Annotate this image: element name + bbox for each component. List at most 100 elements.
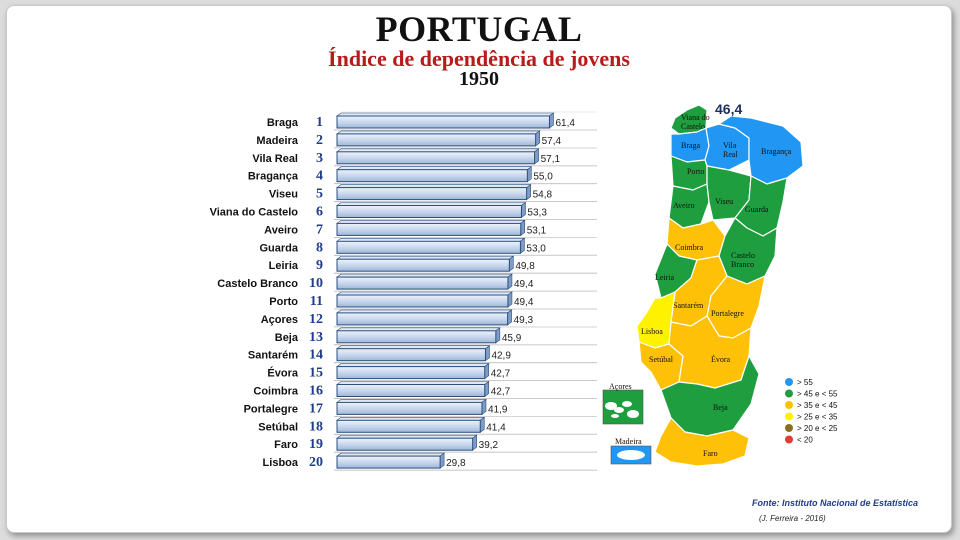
bar-beja — [336, 330, 497, 344]
value-label: 49,8 — [515, 261, 535, 272]
rank-label: 18 — [309, 419, 323, 434]
category-label: Setúbal — [258, 421, 298, 433]
region-label: Castelo — [731, 251, 755, 260]
bar-açores — [336, 312, 509, 326]
rank-label: 20 — [309, 455, 323, 470]
category-label: Lisboa — [263, 457, 299, 469]
region-label: Beja — [713, 403, 728, 412]
bar-leiria — [336, 258, 510, 272]
bar-santarém — [336, 348, 486, 362]
source-note: Fonte: Instituto Nacional de Estatística — [752, 498, 919, 508]
category-label: Aveiro — [264, 224, 298, 236]
azores-label: Açores — [609, 382, 632, 391]
bar-braga — [336, 115, 550, 129]
legend-swatch — [785, 424, 793, 432]
legend-label: > 20 e < 25 — [797, 424, 838, 433]
rank-label: 8 — [316, 240, 323, 255]
region-label: Viseu — [715, 197, 733, 206]
bar-viseu — [336, 187, 528, 201]
bar-chart: 61,4 Braga 1 57,4 Madeira 2 57,1 Vila Real 3 55,0… — [210, 111, 597, 471]
page-title: PORTUGAL — [375, 9, 583, 49]
island-shape — [605, 402, 617, 410]
category-label: Viana do Castelo — [210, 207, 299, 219]
region-faro — [654, 417, 750, 467]
rank-label: 14 — [309, 348, 323, 363]
value-label: 42,7 — [491, 369, 511, 380]
region-label: Aveiro — [673, 201, 695, 210]
category-label: Beja — [275, 332, 299, 344]
value-label: 55,0 — [533, 172, 553, 183]
region-label: Vila — [723, 141, 737, 150]
island-shape — [622, 401, 632, 407]
category-label: Madeira — [256, 135, 298, 147]
page-subtitle: Índice de dependência de jovens — [328, 46, 630, 71]
region-label: Bragança — [761, 147, 792, 156]
legend-swatch — [785, 401, 793, 409]
region-label: Castelo — [681, 122, 705, 131]
value-label: 42,7 — [491, 387, 511, 398]
bar-bragança — [336, 169, 528, 183]
bar-coimbra — [336, 384, 486, 397]
national-value: 46,4 — [715, 101, 742, 117]
legend-label: > 45 e < 55 — [797, 390, 838, 399]
region-label: Real — [723, 150, 738, 159]
rank-label: 11 — [310, 294, 323, 309]
slide: PORTUGAL Índice de dependência de jovens… — [6, 5, 952, 533]
bar-guarda — [336, 240, 521, 254]
island-shape — [617, 450, 645, 460]
value-label: 54,8 — [533, 190, 553, 201]
value-label: 49,3 — [514, 315, 534, 326]
region-label: Branco — [731, 260, 754, 269]
madeira-label: Madeira — [615, 437, 642, 446]
region-bragança — [718, 115, 804, 185]
value-label: 49,4 — [514, 279, 534, 290]
bar-portalegre — [336, 401, 483, 415]
category-label: Faro — [274, 439, 298, 451]
value-label: 42,9 — [491, 351, 511, 362]
value-label: 41,4 — [486, 422, 506, 433]
region-label: Braga — [681, 141, 701, 150]
rank-label: 1 — [316, 115, 323, 130]
bar-évora — [336, 366, 486, 380]
rank-label: 17 — [309, 401, 323, 416]
category-label: Braga — [267, 117, 299, 129]
category-label: Viseu — [269, 189, 298, 201]
value-label: 57,1 — [541, 154, 561, 165]
legend-swatch — [785, 412, 793, 421]
rank-label: 5 — [316, 187, 323, 202]
bar-lisboa — [336, 455, 441, 469]
category-label: Coimbra — [253, 386, 299, 398]
region-label: Lisboa — [641, 327, 663, 336]
bar-aveiro — [336, 222, 522, 236]
region-label: Faro — [703, 449, 718, 458]
rank-label: 15 — [309, 366, 323, 381]
category-label: Açores — [261, 314, 298, 326]
category-label: Castelo Branco — [217, 278, 298, 290]
rank-label: 7 — [316, 222, 323, 237]
region-label: Viana do — [681, 113, 710, 122]
year-label: 1950 — [459, 68, 499, 90]
category-label: Porto — [269, 296, 298, 308]
rank-label: 16 — [309, 384, 323, 399]
rank-label: 6 — [316, 205, 323, 220]
region-label: Évora — [711, 354, 731, 364]
bar-faro — [336, 437, 474, 451]
value-label: 57,4 — [542, 136, 562, 147]
value-label: 49,4 — [514, 297, 534, 308]
author-note: (J. Ferreira - 2016) — [759, 514, 826, 523]
value-label: 29,8 — [446, 458, 466, 469]
bar-castelo-branco — [336, 276, 509, 290]
value-label: 39,2 — [479, 440, 499, 451]
island-shape — [614, 407, 624, 413]
category-label: Portalegre — [244, 403, 298, 415]
legend-label: > 25 e < 35 — [797, 413, 838, 422]
rank-label: 3 — [316, 151, 323, 166]
rank-label: 19 — [309, 437, 323, 452]
category-label: Santarém — [248, 350, 298, 362]
rank-label: 4 — [316, 169, 323, 184]
rank-label: 9 — [316, 258, 323, 273]
legend-swatch — [785, 378, 793, 386]
bar-porto — [336, 294, 509, 308]
rank-label: 12 — [309, 312, 323, 327]
